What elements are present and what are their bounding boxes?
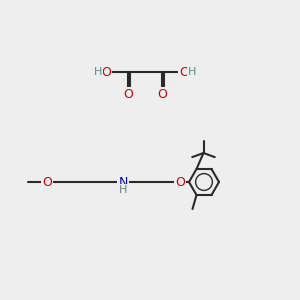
Text: O: O bbox=[175, 176, 185, 188]
Text: H: H bbox=[119, 185, 127, 195]
Text: O: O bbox=[101, 65, 111, 79]
Text: O: O bbox=[179, 65, 189, 79]
Text: H: H bbox=[188, 67, 196, 77]
Text: O: O bbox=[123, 88, 133, 100]
Text: N: N bbox=[118, 176, 128, 188]
Text: O: O bbox=[157, 88, 167, 100]
Text: H: H bbox=[94, 67, 102, 77]
Text: O: O bbox=[42, 176, 52, 188]
